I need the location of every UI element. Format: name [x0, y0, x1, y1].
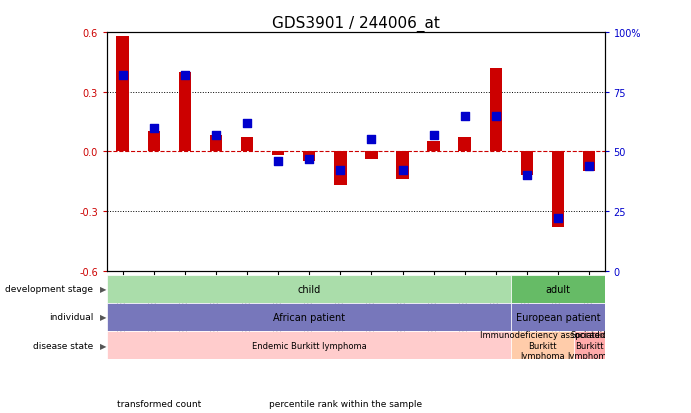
- Bar: [511, 303, 605, 331]
- Text: Immunodeficiency associated
Burkitt
lymphoma: Immunodeficiency associated Burkitt lymp…: [480, 330, 605, 360]
- Bar: [459, 138, 471, 152]
- Point: [303, 156, 314, 162]
- Text: development stage: development stage: [6, 285, 93, 294]
- Text: Endemic Burkitt lymphoma: Endemic Burkitt lymphoma: [252, 341, 367, 350]
- Text: African patient: African patient: [273, 312, 346, 322]
- Bar: [574, 331, 605, 359]
- Point: [552, 215, 563, 222]
- Bar: [551, 152, 564, 227]
- Text: European patient: European patient: [515, 312, 600, 322]
- Point: [428, 132, 439, 139]
- Point: [210, 132, 221, 139]
- Bar: [365, 152, 377, 160]
- Text: adult: adult: [545, 284, 571, 294]
- Point: [242, 120, 253, 127]
- Point: [179, 73, 190, 79]
- Bar: [107, 331, 511, 359]
- Bar: [489, 69, 502, 152]
- Point: [583, 163, 594, 170]
- Text: percentile rank within the sample: percentile rank within the sample: [269, 399, 423, 408]
- Text: child: child: [298, 284, 321, 294]
- Point: [459, 113, 470, 120]
- Title: GDS3901 / 244006_at: GDS3901 / 244006_at: [272, 16, 439, 32]
- Point: [521, 173, 532, 179]
- Text: ▶: ▶: [100, 341, 106, 350]
- Bar: [303, 152, 315, 162]
- Bar: [521, 152, 533, 176]
- Text: individual: individual: [49, 313, 93, 322]
- Text: ▶: ▶: [100, 285, 106, 294]
- Text: transformed count: transformed count: [117, 399, 202, 408]
- Point: [366, 137, 377, 143]
- Bar: [511, 331, 574, 359]
- Point: [491, 113, 502, 120]
- Bar: [511, 275, 605, 303]
- Bar: [334, 152, 346, 186]
- Bar: [148, 132, 160, 152]
- Text: disease state: disease state: [33, 341, 93, 350]
- Bar: [397, 152, 408, 180]
- Point: [148, 125, 159, 131]
- Text: ▶: ▶: [100, 313, 106, 322]
- Bar: [107, 303, 511, 331]
- Bar: [240, 138, 253, 152]
- Bar: [583, 152, 596, 172]
- Text: Sporadic
Burkitt
lymphoma: Sporadic Burkitt lymphoma: [567, 330, 612, 360]
- Point: [117, 73, 129, 79]
- Bar: [116, 37, 129, 152]
- Bar: [107, 275, 511, 303]
- Point: [334, 168, 346, 174]
- Bar: [427, 142, 439, 152]
- Point: [272, 158, 283, 165]
- Bar: [272, 152, 285, 156]
- Bar: [210, 136, 222, 152]
- Point: [397, 168, 408, 174]
- Bar: [178, 73, 191, 152]
